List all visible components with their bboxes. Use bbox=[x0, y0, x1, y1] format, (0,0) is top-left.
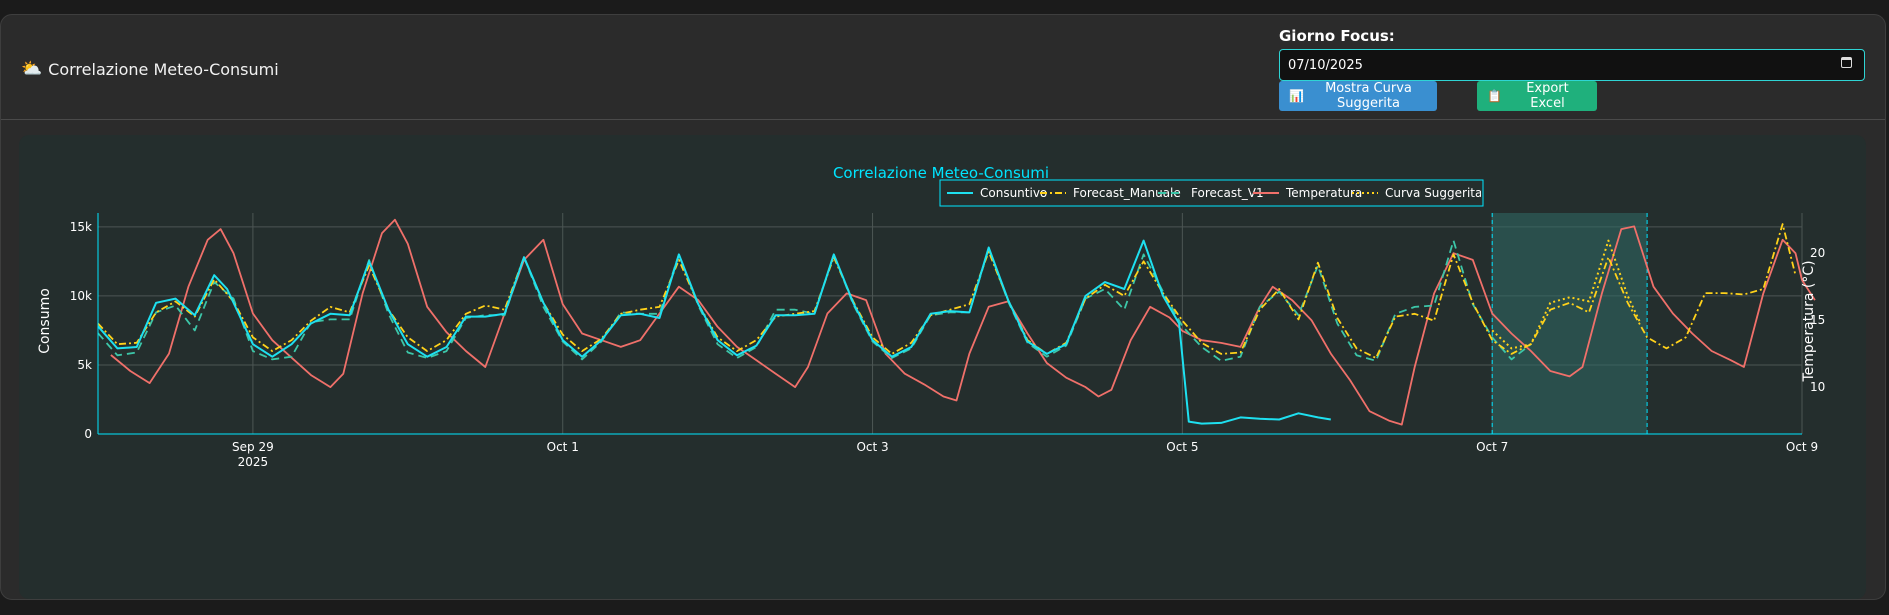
dashboard-card: ⛅ Correlazione Meteo-Consumi Giorno Focu… bbox=[0, 14, 1886, 600]
show-suggested-curve-label: Mostra Curva Suggerita bbox=[1325, 81, 1412, 111]
x-tick-label: Oct 3 bbox=[856, 440, 888, 454]
series-line-forecast-manuale bbox=[97, 223, 1797, 359]
y-tick-label: 0 bbox=[84, 427, 92, 441]
export-excel-button[interactable]: 📋 Export Excel bbox=[1477, 81, 1597, 111]
title-group: ⛅ Correlazione Meteo-Consumi bbox=[21, 59, 279, 79]
show-suggested-curve-button[interactable]: 📊 Mostra Curva Suggerita bbox=[1279, 81, 1437, 111]
y-axis-label: Consumo bbox=[37, 288, 53, 354]
focus-day-label: Giorno Focus: bbox=[1279, 27, 1395, 45]
sun-behind-cloud-icon: ⛅ bbox=[21, 59, 43, 79]
chart-svg[interactable]: Sep 29 2025 Oct 1 Oct 3 Oct 5 Oct 7 Oct 9 0 5k 10… bbox=[19, 135, 1866, 599]
x-tick-label: Oct 9 bbox=[1786, 440, 1818, 454]
x-tick-label: Oct 7 bbox=[1476, 440, 1508, 454]
series-line-temperatura bbox=[110, 218, 1816, 426]
legend[interactable]: Consuntivo Forecast_Manuale Forecast_V1 Tem… bbox=[940, 180, 1517, 206]
chart-title: Correlazione Meteo-Consumi bbox=[833, 164, 1049, 182]
series-line-forecast-v1 bbox=[97, 239, 1532, 362]
x-tick-label: Oct 1 bbox=[547, 440, 579, 454]
y2-tick-label: 15 bbox=[1810, 313, 1825, 327]
legend-border bbox=[939, 179, 1484, 207]
x-tick-label: Sep 29 2025 bbox=[232, 440, 274, 469]
y2-tick-label: 10 bbox=[1810, 380, 1825, 394]
x-tick-label: Oct 5 bbox=[1166, 440, 1198, 454]
legend-box bbox=[940, 180, 1481, 206]
bar-chart-icon: 📊 bbox=[1289, 89, 1304, 103]
card-header: ⛅ Correlazione Meteo-Consumi Giorno Focu… bbox=[1, 15, 1885, 120]
legend-label-curva-suggerita-simi[interactable]: Curva Suggerita (Simi bbox=[1385, 186, 1517, 200]
legend-label-temperatura[interactable]: Temperatura bbox=[1285, 186, 1362, 200]
focus-day-band bbox=[1492, 213, 1648, 434]
y-tick-label: 15k bbox=[70, 220, 92, 234]
legend-label-forecast-v1[interactable]: Forecast_V1 bbox=[1191, 186, 1264, 200]
chart-panel: Sep 29 2025 Oct 1 Oct 3 Oct 5 Oct 7 Oct 9 0 5k 10… bbox=[19, 135, 1866, 599]
legend-label-consuntivo[interactable]: Consuntivo bbox=[980, 186, 1047, 200]
y-tick-label: 5k bbox=[77, 358, 92, 372]
series-line-consuntivo bbox=[97, 239, 1331, 425]
clipboard-icon: 📋 bbox=[1487, 89, 1502, 103]
export-excel-label: Export Excel bbox=[1526, 81, 1569, 111]
focus-date-input[interactable] bbox=[1279, 49, 1865, 81]
y-tick-label: 10k bbox=[70, 289, 92, 303]
y2-axis-label: Temperatura (°C) bbox=[1801, 260, 1817, 382]
legend-label-forecast-manuale[interactable]: Forecast_Manuale bbox=[1073, 186, 1181, 200]
calendar-icon[interactable] bbox=[1841, 57, 1852, 68]
page-title: Correlazione Meteo-Consumi bbox=[48, 59, 279, 79]
y2-tick-label: 20 bbox=[1810, 246, 1825, 260]
